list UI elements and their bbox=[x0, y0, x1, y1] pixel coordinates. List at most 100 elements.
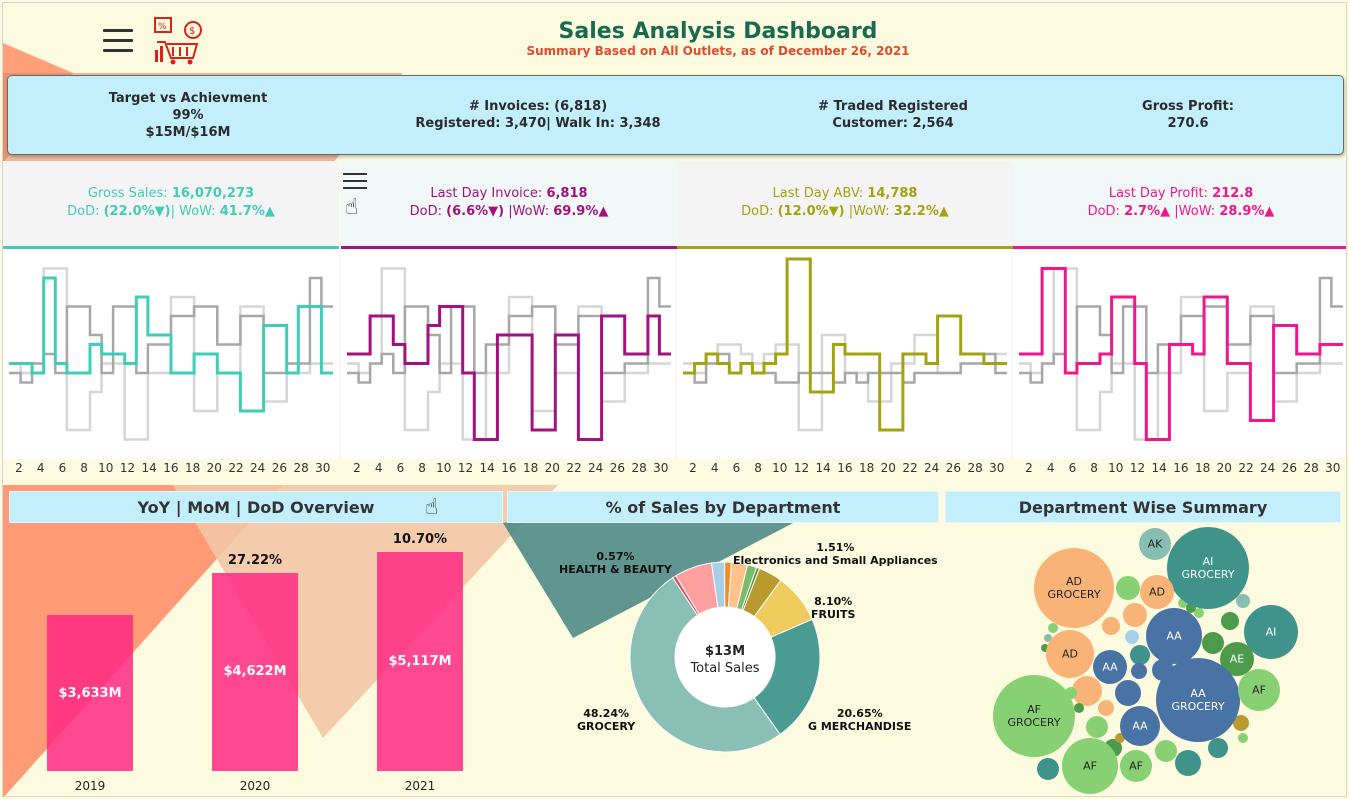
bubble-small[interactable] bbox=[1048, 623, 1058, 633]
card-wow-value: 28.9%▲ bbox=[1219, 204, 1275, 219]
axis-tick-label: 26 bbox=[1281, 461, 1298, 475]
axis-tick-label: 18 bbox=[1194, 461, 1211, 475]
card-value: 6,818 bbox=[546, 186, 588, 201]
kpi-value: $15M/$16M bbox=[145, 124, 231, 140]
bubble-small[interactable] bbox=[1152, 659, 1174, 681]
axis-tick-label: 18 bbox=[522, 461, 539, 475]
axis-tick-label: 20 bbox=[1216, 461, 1232, 475]
metric-card: Last Day Invoice: 6,818 DoD: (6.6%▼) |WoW… bbox=[341, 161, 677, 249]
bubble-small[interactable] bbox=[1065, 687, 1077, 699]
kpi-label: # Traded Registered bbox=[818, 99, 968, 114]
sparkline-menu-icon[interactable] bbox=[343, 173, 367, 191]
bubble-small[interactable] bbox=[1236, 594, 1250, 608]
card-label: Last Day Profit: bbox=[1108, 186, 1213, 201]
yoy-bar-value-label: $4,622M bbox=[223, 664, 287, 680]
hand-cursor-icon: ☝ bbox=[425, 495, 439, 520]
bubble-small[interactable] bbox=[1194, 608, 1204, 618]
bubble-small[interactable] bbox=[1175, 750, 1201, 776]
bubble-small[interactable] bbox=[1115, 733, 1125, 743]
yoy-bar[interactable]: $5,117M bbox=[377, 551, 463, 771]
donut-slice[interactable] bbox=[740, 566, 761, 612]
card-dod-value: (12.0%▼) bbox=[777, 204, 845, 219]
bubble-label: AF GROCERY bbox=[1007, 703, 1061, 729]
kpi-label: # Invoices: (6,818) bbox=[468, 99, 608, 114]
kpi-invoices: # Invoices: (6,818) Registered: 3,470| W… bbox=[388, 76, 688, 154]
bubble-small[interactable] bbox=[1208, 738, 1228, 758]
kpi-gross-profit: Gross Profit: 270.6 bbox=[1088, 76, 1288, 154]
yoy-bar[interactable]: $3,633M bbox=[47, 615, 133, 771]
donut-slice[interactable] bbox=[736, 564, 758, 611]
axis-tick-label: 26 bbox=[271, 461, 288, 475]
axis-tick-label: 8 bbox=[1090, 461, 1098, 475]
axis-tick-label: 24 bbox=[588, 461, 604, 475]
axis-tick-label: 8 bbox=[418, 461, 426, 475]
donut-slice[interactable] bbox=[727, 561, 749, 610]
bubble-small[interactable] bbox=[1074, 703, 1084, 713]
card-wow-value: 32.2%▲ bbox=[893, 204, 949, 219]
card-value: 16,070,273 bbox=[171, 186, 255, 201]
bubble-small[interactable] bbox=[1130, 645, 1150, 665]
card-wow-value: 69.9%▲ bbox=[553, 204, 609, 219]
axis-tick-label: 4 bbox=[1046, 461, 1055, 475]
bubble-small[interactable] bbox=[1123, 603, 1147, 627]
donut-label-electronics: 1.51% Electronics and Small Appliances bbox=[733, 541, 938, 567]
yoy-category-label: 2021 bbox=[404, 779, 436, 793]
bubble-small[interactable] bbox=[1044, 634, 1052, 642]
sparkline-comparison-series bbox=[347, 267, 671, 441]
bubble-small[interactable] bbox=[1116, 576, 1140, 600]
page-title: Sales Analysis Dashboard bbox=[558, 19, 878, 44]
bubble-small[interactable] bbox=[1238, 733, 1248, 743]
card-wow-value: 41.7%▲ bbox=[219, 204, 275, 219]
bubble-small[interactable] bbox=[1104, 739, 1122, 757]
card-label: Last Day Invoice: bbox=[430, 186, 547, 201]
yoy-bar[interactable]: $4,622M bbox=[212, 572, 298, 771]
axis-tick-label: 14 bbox=[1151, 461, 1167, 475]
kpi-value: Customer: 2,564 bbox=[832, 116, 954, 131]
donut-slice[interactable] bbox=[742, 567, 782, 618]
donut-label-grocery: 48.24% GROCERY bbox=[577, 707, 636, 733]
bubble-small[interactable] bbox=[1041, 644, 1049, 652]
bubble-small[interactable] bbox=[1221, 612, 1239, 630]
bubble-small[interactable] bbox=[1098, 700, 1114, 716]
bubble-small[interactable] bbox=[1202, 632, 1224, 654]
donut-slice[interactable] bbox=[710, 561, 726, 609]
bubble-small[interactable] bbox=[1072, 676, 1102, 706]
donut-slice[interactable] bbox=[675, 562, 719, 615]
card-dod-value: (22.0%▼) bbox=[103, 204, 171, 219]
bubble-small[interactable] bbox=[1178, 598, 1188, 608]
axis-tick-label: 12 bbox=[457, 461, 474, 475]
axis-tick-label: 12 bbox=[793, 461, 810, 475]
sparkline-primary-series bbox=[9, 276, 333, 413]
sparkline-charts bbox=[3, 249, 1346, 459]
bubble-small[interactable] bbox=[1233, 715, 1249, 731]
hamburger-menu-icon[interactable] bbox=[103, 29, 133, 53]
donut-center-value: $13M bbox=[704, 644, 746, 659]
axis-tick-label: 10 bbox=[1108, 461, 1124, 475]
bubble-small[interactable] bbox=[1155, 740, 1177, 762]
sales-cart-icon: % $ bbox=[154, 17, 202, 65]
donut-center-label: Total Sales bbox=[690, 661, 760, 676]
bubble-small[interactable] bbox=[1230, 698, 1240, 708]
card-dod-label: DoD: bbox=[1087, 204, 1125, 219]
axis-tick-label: 20 bbox=[206, 461, 222, 475]
bubble-small[interactable] bbox=[1086, 716, 1108, 738]
axis-tick-label: 28 bbox=[1303, 461, 1319, 475]
axis-tick-label: 28 bbox=[293, 461, 309, 475]
bubble-small[interactable] bbox=[1131, 663, 1147, 679]
donut-slice[interactable] bbox=[672, 575, 700, 616]
bubble-small[interactable] bbox=[1115, 680, 1141, 706]
donut-slice[interactable] bbox=[753, 579, 813, 638]
page-subtitle: Summary Based on All Outlets, as of Dece… bbox=[526, 44, 910, 58]
bubble-small[interactable] bbox=[1102, 617, 1120, 635]
donut-label-g-merchandise: 20.65% G MERCHANDISE bbox=[808, 707, 912, 733]
bubble-small[interactable] bbox=[1037, 758, 1059, 780]
axis-tick-label: 14 bbox=[479, 461, 495, 475]
donut-slice[interactable] bbox=[724, 561, 732, 608]
bubble-small[interactable] bbox=[1186, 603, 1196, 613]
card-dod-value: 2.7%▲ bbox=[1124, 204, 1171, 219]
axis-tick-label: 22 bbox=[1238, 461, 1254, 475]
card-label: Last Day ABV: bbox=[772, 186, 868, 201]
bubble-small[interactable] bbox=[1125, 630, 1139, 644]
sparkline-comparison-series bbox=[9, 276, 333, 384]
